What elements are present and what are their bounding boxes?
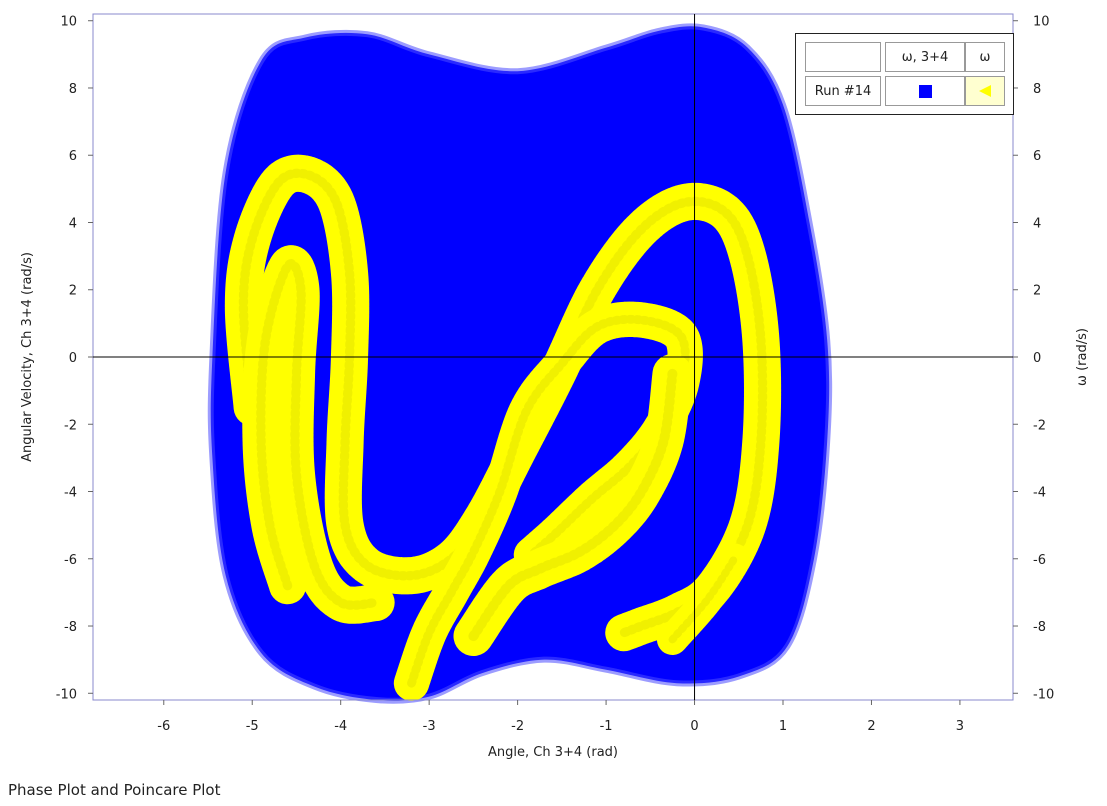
tick-labels: -6 -5 -4 -3 -2 -1 0 1 2 3-10 -10-8 -8-6 -6-4 -4-2 -20 0… [56,15,1054,734]
legend-series1-swatch[interactable] [885,76,965,106]
poincare-band-core-2 [256,259,381,610]
chart-legend: ω, 3+4 ω Run #14 [795,33,1014,115]
y2-tick-label: -10 [1033,687,1054,702]
y-tick-label: 4 [69,216,77,231]
triangle-left-marker-icon [979,85,991,97]
y2-axis-title: ω (rad/s) [1075,328,1090,386]
legend-header-blank [805,42,881,72]
y2-tick-label: 6 [1033,149,1041,164]
y-tick-label: 10 [60,15,77,30]
legend-run-label: Run #14 [805,76,881,106]
poincare-band-core-4 [468,368,678,642]
x-tick-label: 1 [779,719,787,734]
x-tick-label: -1 [600,719,613,734]
x-tick-label: 3 [956,719,964,734]
y2-tick-label: 8 [1033,82,1041,97]
y-tick-label: -6 [64,553,77,568]
y2-tick-label: -4 [1033,486,1046,501]
y2-tick-label: 4 [1033,216,1041,231]
x-axis-title: Angle, Ch 3+4 (rad) [488,745,618,760]
y-tick-label: -2 [64,418,77,433]
y2-tick-label: 2 [1033,284,1041,299]
legend-header-series2: ω [965,42,1005,72]
x-tick-label: 0 [690,719,698,734]
y-tick-label: 2 [69,284,77,299]
x-tick-label: -2 [511,719,524,734]
legend-header-series1: ω, 3+4 [885,42,965,72]
y2-tick-label: 0 [1033,351,1041,366]
y-tick-label: 6 [69,149,77,164]
y-tick-label: -10 [56,687,77,702]
y2-tick-label: -6 [1033,553,1046,568]
poincare-band-core-5 [668,554,739,644]
y-tick-label: 8 [69,82,77,97]
y-axis-title: Angular Velocity, Ch 3+4 (rad/s) [20,252,35,462]
poincare-band-core-3 [407,314,690,688]
y-tick-label: 0 [69,351,77,366]
x-tick-label: -3 [423,719,436,734]
square-marker-icon [918,84,932,98]
y2-tick-label: -8 [1033,620,1046,635]
y-tick-label: -4 [64,486,77,501]
y2-tick-label: -2 [1033,418,1046,433]
poincare-points-series [224,154,782,701]
figure-caption: Phase Plot and Poincare Plot [8,781,221,799]
x-tick-label: -6 [157,719,170,734]
x-tick-label: -4 [334,719,347,734]
legend-series2-swatch[interactable] [965,76,1005,106]
y2-tick-label: 10 [1033,15,1050,30]
x-tick-label: 2 [867,719,875,734]
y-tick-label: -8 [64,620,77,635]
x-tick-label: -5 [246,719,259,734]
